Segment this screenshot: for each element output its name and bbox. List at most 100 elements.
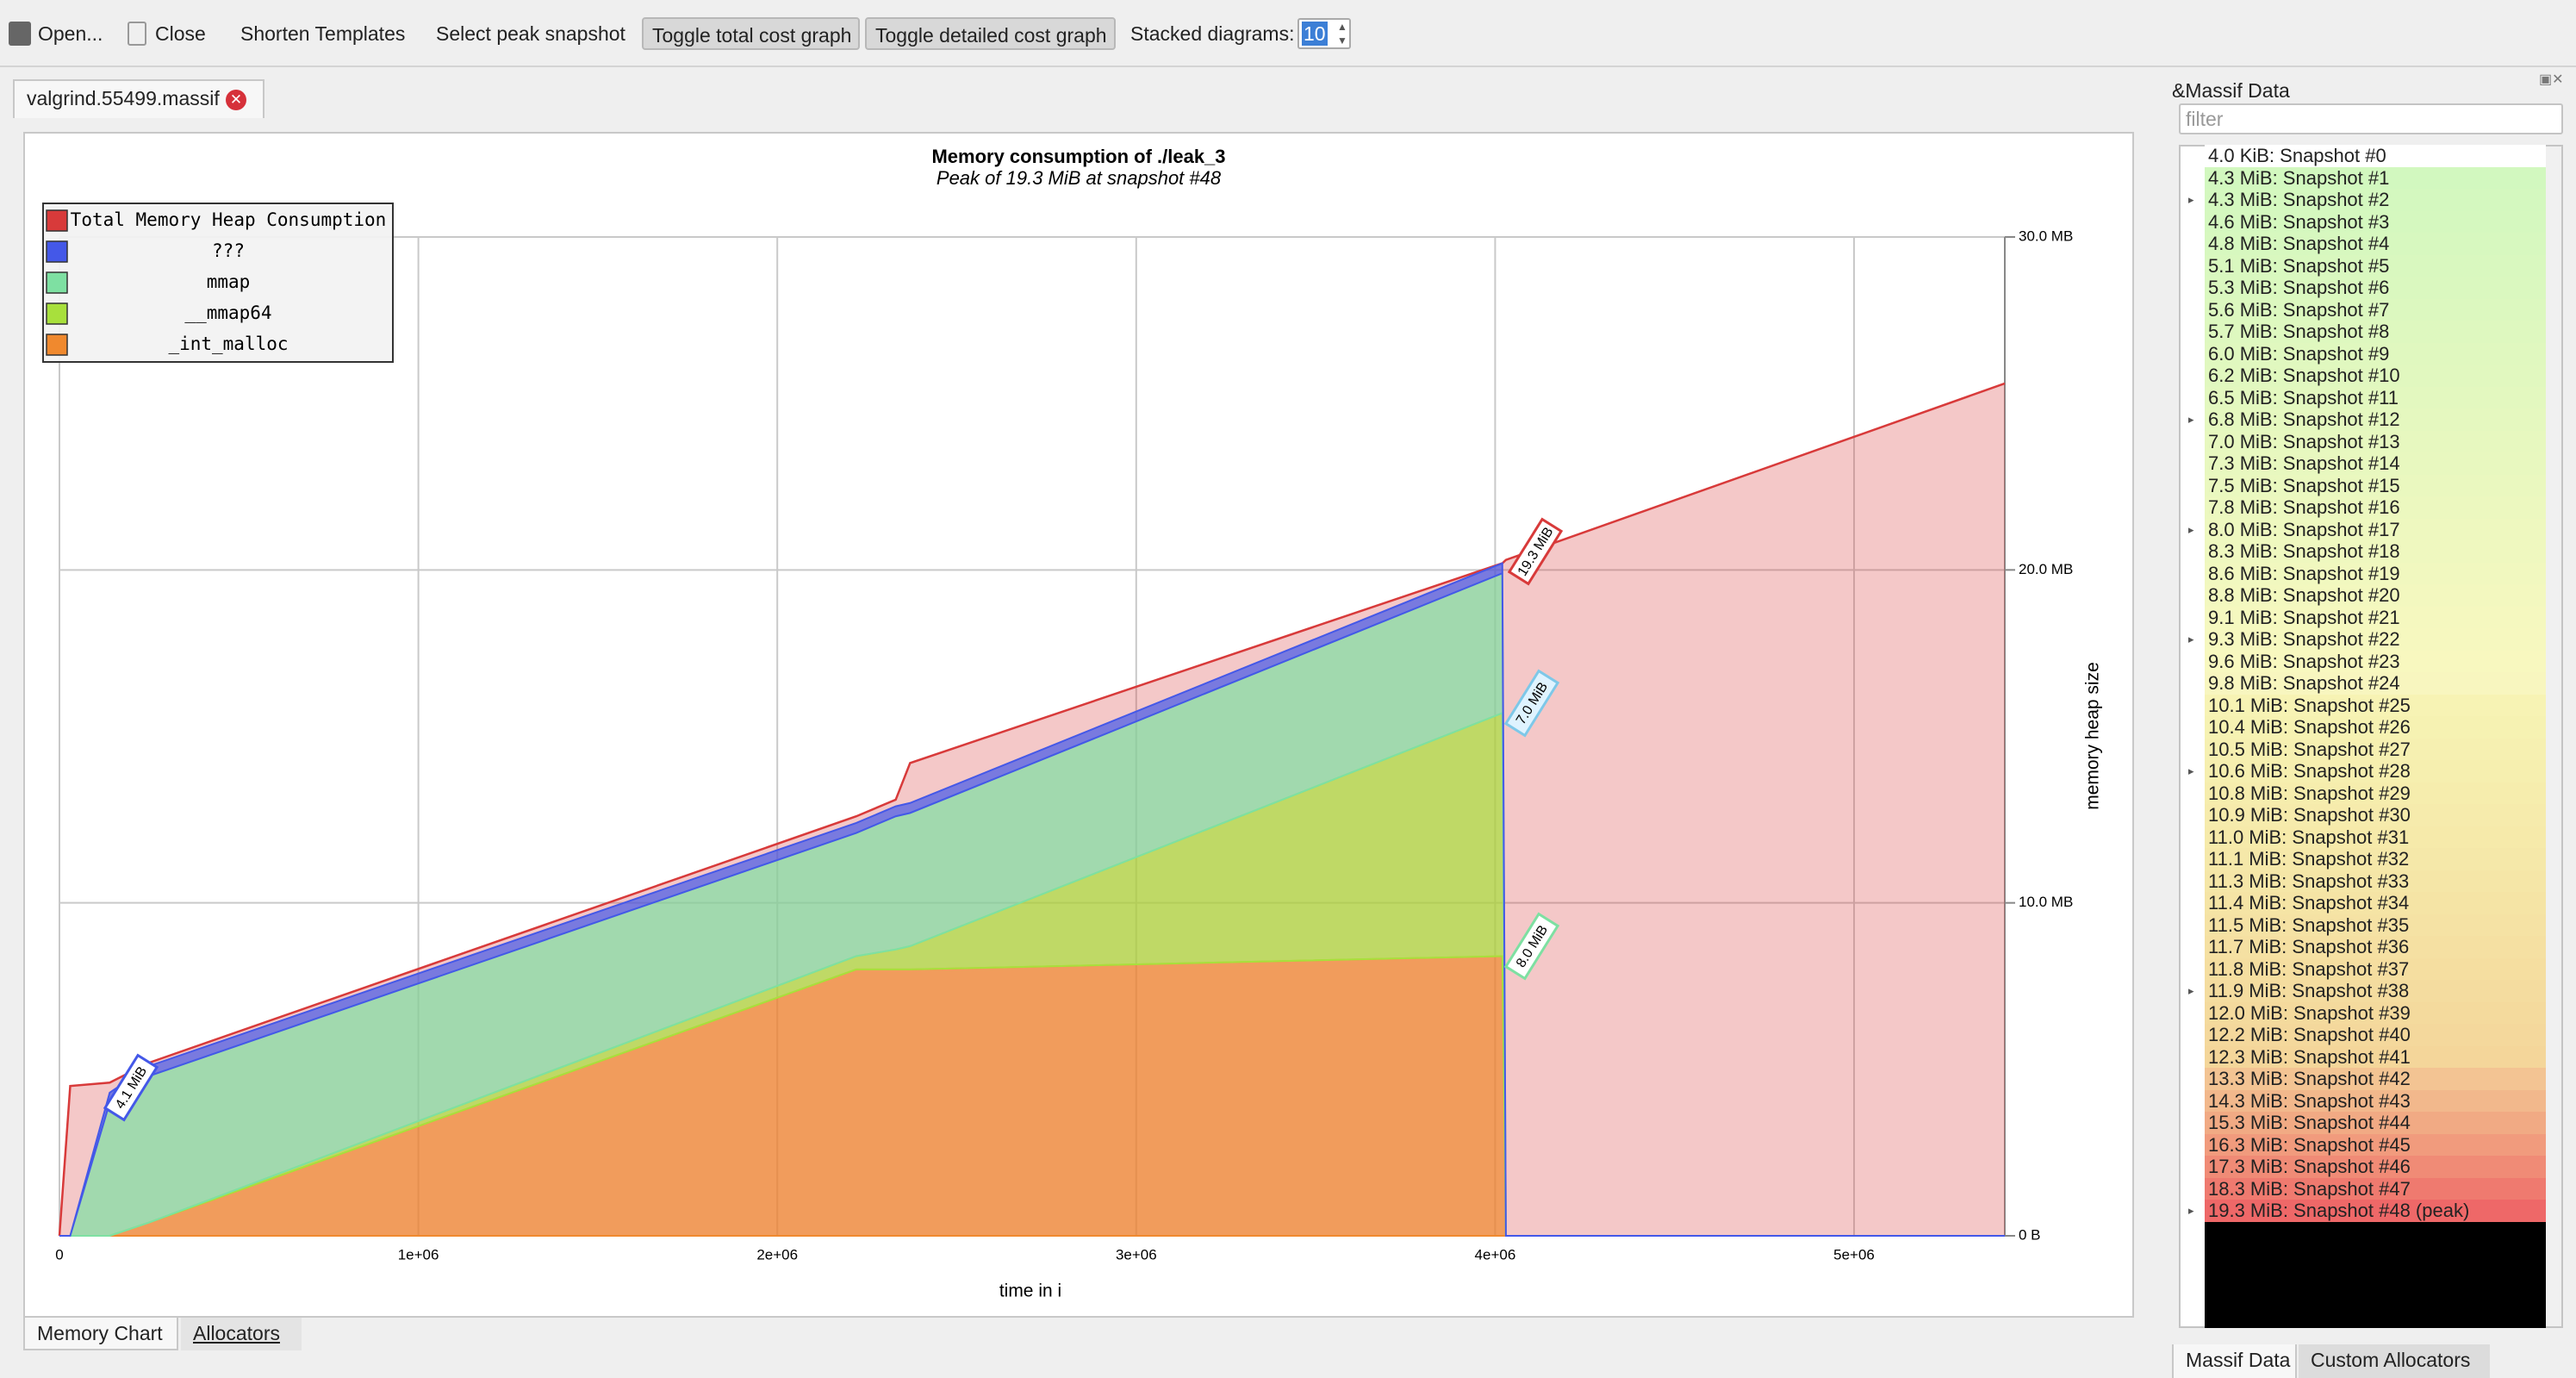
snapshot-row[interactable]: 9.6 MiB: Snapshot #23 (2205, 650, 2546, 673)
snapshot-row[interactable]: 7.8 MiB: Snapshot #16 (2205, 496, 2546, 519)
legend-swatch (46, 302, 68, 325)
y-tick-label: 20.0 MB (2019, 561, 2073, 577)
massif-data-tab[interactable]: Massif Data (2172, 1344, 2297, 1378)
snapshot-row[interactable]: 7.0 MiB: Snapshot #13 (2205, 430, 2546, 453)
snapshot-row[interactable]: 8.0 MiB: Snapshot #17 (2205, 518, 2546, 541)
snapshot-row[interactable]: 11.5 MiB: Snapshot #35 (2205, 913, 2546, 937)
snapshot-row[interactable]: 4.0 KiB: Snapshot #0 (2205, 145, 2546, 167)
snapshot-row[interactable]: 15.3 MiB: Snapshot #44 (2205, 1112, 2546, 1134)
snapshot-row[interactable]: 9.1 MiB: Snapshot #21 (2205, 606, 2546, 629)
close-button[interactable]: Close (155, 22, 206, 45)
snapshot-row[interactable]: 11.0 MiB: Snapshot #31 (2205, 826, 2546, 849)
expand-arrow[interactable]: ▸ (2188, 413, 2194, 426)
snapshot-row[interactable]: 4.6 MiB: Snapshot #3 (2205, 210, 2546, 234)
close-icon (128, 22, 146, 46)
snapshot-row[interactable]: 11.8 MiB: Snapshot #37 (2205, 957, 2546, 981)
y-axis-label: memory heap size (2083, 662, 2103, 810)
file-tab-label: valgrind.55499.massif (27, 87, 220, 109)
snapshot-row[interactable]: 9.3 MiB: Snapshot #22 (2205, 628, 2546, 651)
annotation-box (1503, 912, 1560, 981)
open-icon (9, 22, 31, 46)
snapshot-row[interactable]: 4.3 MiB: Snapshot #1 (2205, 166, 2546, 190)
snapshot-row[interactable]: 8.6 MiB: Snapshot #19 (2205, 562, 2546, 585)
filter-input[interactable]: filter (2179, 103, 2563, 134)
filter-placeholder: filter (2186, 108, 2224, 130)
expand-arrow[interactable]: ▸ (2188, 633, 2194, 645)
legend-label: mmap (207, 271, 251, 292)
snapshot-row[interactable]: 4.8 MiB: Snapshot #4 (2205, 233, 2546, 255)
snapshot-row[interactable]: 11.1 MiB: Snapshot #32 (2205, 848, 2546, 870)
snapshot-row[interactable]: 10.5 MiB: Snapshot #27 (2205, 738, 2546, 761)
stacked-label: Stacked diagrams: (1130, 22, 1295, 45)
snapshot-row[interactable]: 6.0 MiB: Snapshot #9 (2205, 342, 2546, 365)
expand-arrow[interactable]: ▸ (2188, 1204, 2194, 1217)
select-peak-button[interactable]: Select peak snapshot (436, 22, 625, 45)
snapshot-row[interactable]: 11.7 MiB: Snapshot #36 (2205, 936, 2546, 958)
snapshot-row[interactable]: 12.0 MiB: Snapshot #39 (2205, 1001, 2546, 1025)
expand-arrow[interactable]: ▸ (2188, 764, 2194, 777)
custom-allocators-tab[interactable]: Custom Allocators (2299, 1344, 2490, 1378)
snapshot-row[interactable]: 5.6 MiB: Snapshot #7 (2205, 298, 2546, 321)
expand-arrow[interactable]: ▸ (2188, 522, 2194, 536)
snapshot-row[interactable]: 17.3 MiB: Snapshot #46 (2205, 1156, 2546, 1178)
snapshot-row[interactable]: 16.3 MiB: Snapshot #45 (2205, 1133, 2546, 1157)
x-tick-label: 0 (55, 1246, 63, 1263)
snapshot-row[interactable]: 14.3 MiB: Snapshot #43 (2205, 1089, 2546, 1113)
x-tick-label: 5e+06 (1833, 1246, 1875, 1263)
y-tick-label: 30.0 MB (2019, 228, 2073, 244)
legend-swatch (46, 271, 68, 294)
legend-label: _int_malloc (168, 334, 288, 354)
snapshot-row[interactable]: 11.4 MiB: Snapshot #34 (2205, 892, 2546, 914)
snapshot-row[interactable]: 10.4 MiB: Snapshot #26 (2205, 716, 2546, 739)
snapshot-row[interactable]: 5.7 MiB: Snapshot #8 (2205, 321, 2546, 343)
snapshot-row[interactable]: 18.3 MiB: Snapshot #47 (2205, 1177, 2546, 1200)
expand-arrow[interactable]: ▸ (2188, 984, 2194, 997)
snapshot-row[interactable]: 6.2 MiB: Snapshot #10 (2205, 365, 2546, 387)
snapshot-row[interactable]: 7.3 MiB: Snapshot #14 (2205, 452, 2546, 475)
snapshot-row[interactable]: 8.3 MiB: Snapshot #18 (2205, 540, 2546, 563)
snapshot-row[interactable]: 6.5 MiB: Snapshot #11 (2205, 386, 2546, 409)
snapshot-row[interactable]: 7.5 MiB: Snapshot #15 (2205, 474, 2546, 497)
custom-allocators-tab-label: Custom Allocators (2311, 1349, 2471, 1371)
snapshot-row[interactable]: 12.2 MiB: Snapshot #40 (2205, 1024, 2546, 1046)
allocators-tab[interactable]: Allocators (181, 1318, 302, 1350)
snapshot-row[interactable]: 5.1 MiB: Snapshot #5 (2205, 254, 2546, 277)
snapshot-row[interactable]: 10.9 MiB: Snapshot #30 (2205, 804, 2546, 826)
legend-label: Total Memory Heap Consumption (71, 209, 387, 230)
spin-value: 10 (1302, 22, 1328, 46)
expand-arrow[interactable]: ▸ (2188, 193, 2194, 206)
toolbar (0, 0, 2576, 67)
snapshot-row[interactable]: 11.9 MiB: Snapshot #38 (2205, 980, 2546, 1002)
file-tab[interactable]: valgrind.55499.massif (13, 79, 264, 118)
chart-title: Memory consumption of ./leak_3 (931, 146, 1225, 167)
snapshot-row[interactable]: 10.1 MiB: Snapshot #25 (2205, 694, 2546, 717)
x-tick-label: 3e+06 (1116, 1246, 1157, 1263)
snapshot-row[interactable]: 10.8 MiB: Snapshot #29 (2205, 782, 2546, 805)
open-button[interactable]: Open... (38, 22, 103, 45)
x-tick-label: 4e+06 (1475, 1246, 1516, 1263)
shorten-templates-button[interactable]: Shorten Templates (240, 22, 406, 45)
snapshot-row[interactable]: 8.8 MiB: Snapshot #20 (2205, 584, 2546, 607)
scrollbar[interactable] (2546, 147, 2561, 1326)
stacked-spinbox[interactable]: 10 ▲ ▼ (1297, 18, 1351, 49)
snapshot-row[interactable]: 4.3 MiB: Snapshot #2 (2205, 189, 2546, 211)
memory-chart-tab[interactable]: Memory Chart (23, 1318, 178, 1350)
tab-close[interactable]: ✕ (226, 90, 246, 110)
legend-box (42, 203, 394, 363)
toggle-detailed-button[interactable]: Toggle detailed cost graph (865, 17, 1116, 50)
snapshot-row[interactable]: 13.3 MiB: Snapshot #42 (2205, 1068, 2546, 1090)
snapshot-row[interactable]: 10.6 MiB: Snapshot #28 (2205, 760, 2546, 783)
toggle-total-button[interactable]: Toggle total cost graph (642, 17, 860, 50)
snapshot-row[interactable]: 11.3 MiB: Snapshot #33 (2205, 870, 2546, 893)
snapshot-row[interactable]: 12.3 MiB: Snapshot #41 (2205, 1045, 2546, 1069)
annotation-box (1503, 669, 1560, 738)
snapshot-row[interactable]: 19.3 MiB: Snapshot #48 (peak) (2205, 1200, 2546, 1222)
snapshot-row[interactable]: 9.8 MiB: Snapshot #24 (2205, 672, 2546, 695)
snapshot-row[interactable]: 6.8 MiB: Snapshot #12 (2205, 408, 2546, 431)
annotation-box (103, 1053, 159, 1122)
snapshot-row[interactable]: 5.3 MiB: Snapshot #6 (2205, 277, 2546, 299)
dock-buttons[interactable]: ▣✕ (2539, 72, 2564, 87)
spin-arrows[interactable]: ▲ ▼ (1337, 21, 1347, 47)
